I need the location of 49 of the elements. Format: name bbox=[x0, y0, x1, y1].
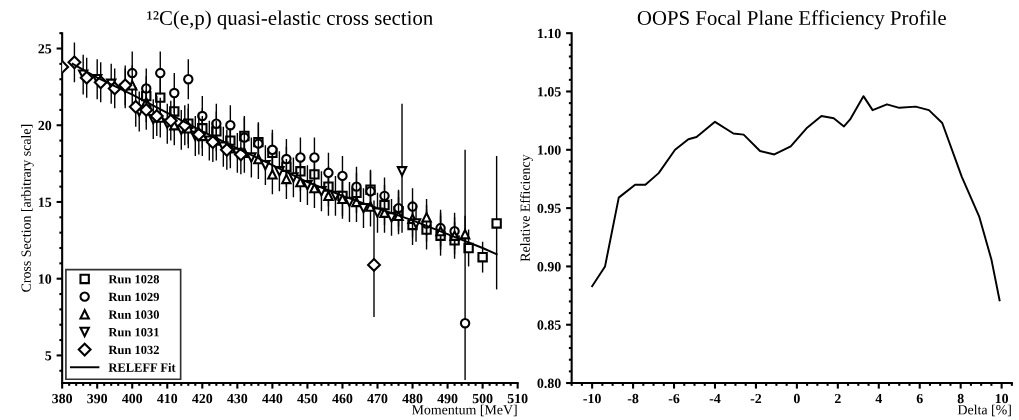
y-tick-label: 10 bbox=[38, 274, 52, 284]
y-axis-title: Relative Efficiency bbox=[519, 154, 533, 262]
y-tick-label: 20 bbox=[38, 120, 52, 131]
y-tick-label: 0.85 bbox=[537, 320, 561, 330]
legend-label: Run 1031 bbox=[108, 327, 159, 337]
y-tick-label: 25 bbox=[38, 44, 52, 54]
x-tick-label: 480 bbox=[402, 393, 423, 404]
x-tick-label: 400 bbox=[122, 393, 143, 404]
y-tick-label: 1.05 bbox=[538, 87, 561, 97]
legend-label: RELEFF Fit bbox=[108, 362, 176, 372]
y-tick-label: 1.00 bbox=[538, 145, 561, 155]
x-tick-label: 4 bbox=[875, 393, 882, 404]
x-tick-label: 0 bbox=[793, 393, 800, 404]
x-tick-label: -2 bbox=[750, 393, 762, 404]
x-axis-title: Momentum [MeV] bbox=[411, 404, 517, 417]
chart-title: ¹²C(e,p) quasi-elastic cross section bbox=[147, 10, 433, 30]
x-tick-label: 490 bbox=[437, 393, 458, 404]
x-tick-label: 410 bbox=[157, 393, 178, 404]
x-tick-label: 460 bbox=[332, 393, 353, 404]
legend-label: Run 1032 bbox=[108, 345, 159, 355]
y-tick-label: 0.95 bbox=[537, 203, 561, 214]
x-tick-label: -10 bbox=[583, 393, 601, 404]
x-tick-label: 450 bbox=[297, 393, 318, 404]
x-tick-label: 440 bbox=[262, 393, 283, 404]
x-axis-title: Delta [%] bbox=[957, 404, 1011, 417]
x-tick-label: 470 bbox=[367, 393, 388, 404]
x-tick-label: 420 bbox=[192, 393, 213, 404]
x-tick-label: 390 bbox=[87, 393, 108, 404]
x-tick-label: -4 bbox=[709, 393, 721, 404]
y-tick-label: 15 bbox=[38, 197, 52, 207]
x-tick-label: -6 bbox=[668, 393, 680, 404]
x-tick-label: 2 bbox=[834, 393, 841, 404]
chart-title: OOPS Focal Plane Efficiency Profile bbox=[637, 10, 946, 30]
x-tick-label: 10 bbox=[995, 393, 1009, 404]
x-tick-label: 8 bbox=[957, 393, 964, 404]
x-tick-label: 6 bbox=[916, 393, 923, 404]
y-tick-label: 5 bbox=[45, 351, 52, 361]
x-tick-label: -8 bbox=[627, 393, 639, 404]
x-tick-label: 500 bbox=[472, 393, 493, 404]
legend-label: Run 1029 bbox=[108, 292, 160, 302]
y-tick-label: 1.10 bbox=[538, 28, 561, 39]
y-tick-label: 0.90 bbox=[537, 262, 561, 272]
y-axis-title: Cross Section [arbitrary scale] bbox=[21, 124, 34, 292]
legend-label: Run 1028 bbox=[108, 275, 160, 284]
y-tick-label: 0.80 bbox=[537, 378, 561, 389]
x-tick-label: 430 bbox=[227, 393, 248, 404]
legend-label: Run 1030 bbox=[108, 310, 159, 319]
x-tick-label: 380 bbox=[52, 393, 73, 404]
x-tick-label: 510 bbox=[507, 393, 528, 404]
